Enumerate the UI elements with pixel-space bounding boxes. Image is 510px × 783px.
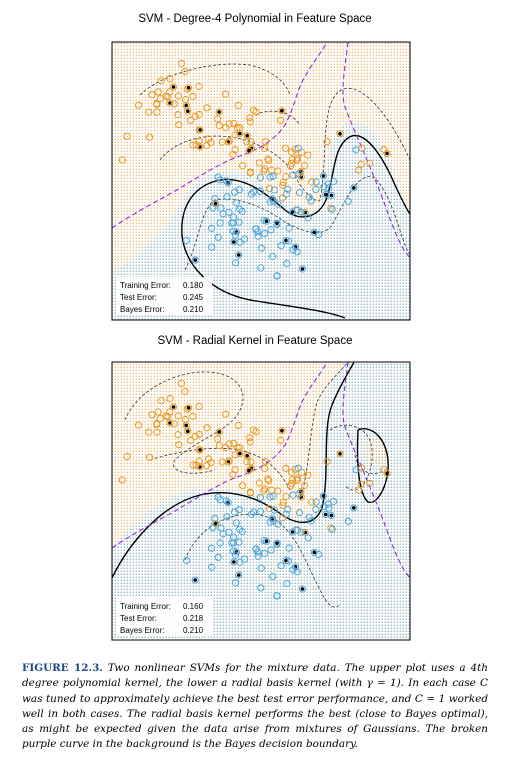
support-vector (324, 193, 328, 197)
panel-polynomial: Training Error: 0.180 Test Error: 0.245 … (112, 42, 410, 320)
error-label: Training Error: (120, 602, 171, 611)
support-vector (184, 104, 188, 108)
support-vector (186, 109, 190, 113)
error-box-polynomial: Training Error: 0.180 Test Error: 0.245 … (117, 277, 212, 315)
support-vector (265, 539, 269, 543)
error-box-radial: Training Error: 0.160 Test Error: 0.218 … (117, 597, 212, 635)
support-vector (301, 267, 305, 271)
support-vector (193, 578, 197, 582)
support-vector (198, 448, 202, 452)
error-value: 0.218 (183, 614, 204, 623)
error-value: 0.210 (183, 305, 204, 314)
error-label: Test Error: (120, 614, 157, 623)
support-vector (284, 239, 288, 243)
support-vector (330, 514, 334, 518)
error-value: 0.160 (183, 602, 204, 611)
support-vector (172, 405, 176, 409)
support-vector (322, 494, 326, 498)
support-vector (280, 429, 284, 433)
figure-caption: FIGURE 12.3. Two nonlinear SVMs for the … (22, 661, 488, 753)
support-vector (186, 429, 190, 433)
support-vector (245, 454, 249, 458)
support-vector (338, 132, 342, 136)
error-label: Bayes Error: (120, 305, 164, 314)
support-vector (232, 240, 236, 244)
support-vector (352, 186, 356, 190)
error-label: Training Error: (120, 281, 171, 290)
error-value: 0.245 (183, 293, 204, 302)
support-vector (247, 469, 251, 473)
support-vector (330, 194, 334, 198)
support-vector (217, 110, 221, 114)
support-vector (284, 559, 288, 563)
caption-text: Two nonlinear SVMs for the mixture data.… (22, 662, 488, 750)
support-vector (172, 85, 176, 89)
support-vector (187, 406, 191, 410)
support-vector (352, 506, 356, 510)
support-vector (187, 86, 191, 90)
panel-radial: Training Error: 0.160 Test Error: 0.218 … (112, 362, 410, 640)
support-vector (322, 174, 326, 178)
support-vector (237, 253, 241, 257)
error-label: Test Error: (120, 293, 157, 302)
caption-label: FIGURE 12.3. (22, 662, 103, 674)
support-vector (313, 231, 317, 235)
support-vector (301, 587, 305, 591)
figure-canvas: Training Error: 0.180 Test Error: 0.245 … (0, 0, 510, 660)
support-vector (291, 530, 295, 534)
error-value: 0.210 (183, 626, 204, 635)
support-vector (291, 210, 295, 214)
error-label: Bayes Error: (120, 626, 164, 635)
support-vector (217, 430, 221, 434)
support-vector (184, 424, 188, 428)
support-vector (338, 452, 342, 456)
support-vector (193, 258, 197, 262)
support-vector (238, 452, 242, 456)
support-vector (265, 219, 269, 223)
error-value: 0.180 (183, 281, 204, 290)
support-vector (232, 560, 236, 564)
support-vector (245, 134, 249, 138)
support-vector (247, 149, 251, 153)
support-vector (238, 132, 242, 136)
support-vector (237, 573, 241, 577)
support-vector (313, 551, 317, 555)
support-vector (324, 513, 328, 517)
support-vector (198, 128, 202, 132)
support-vector (280, 109, 284, 113)
